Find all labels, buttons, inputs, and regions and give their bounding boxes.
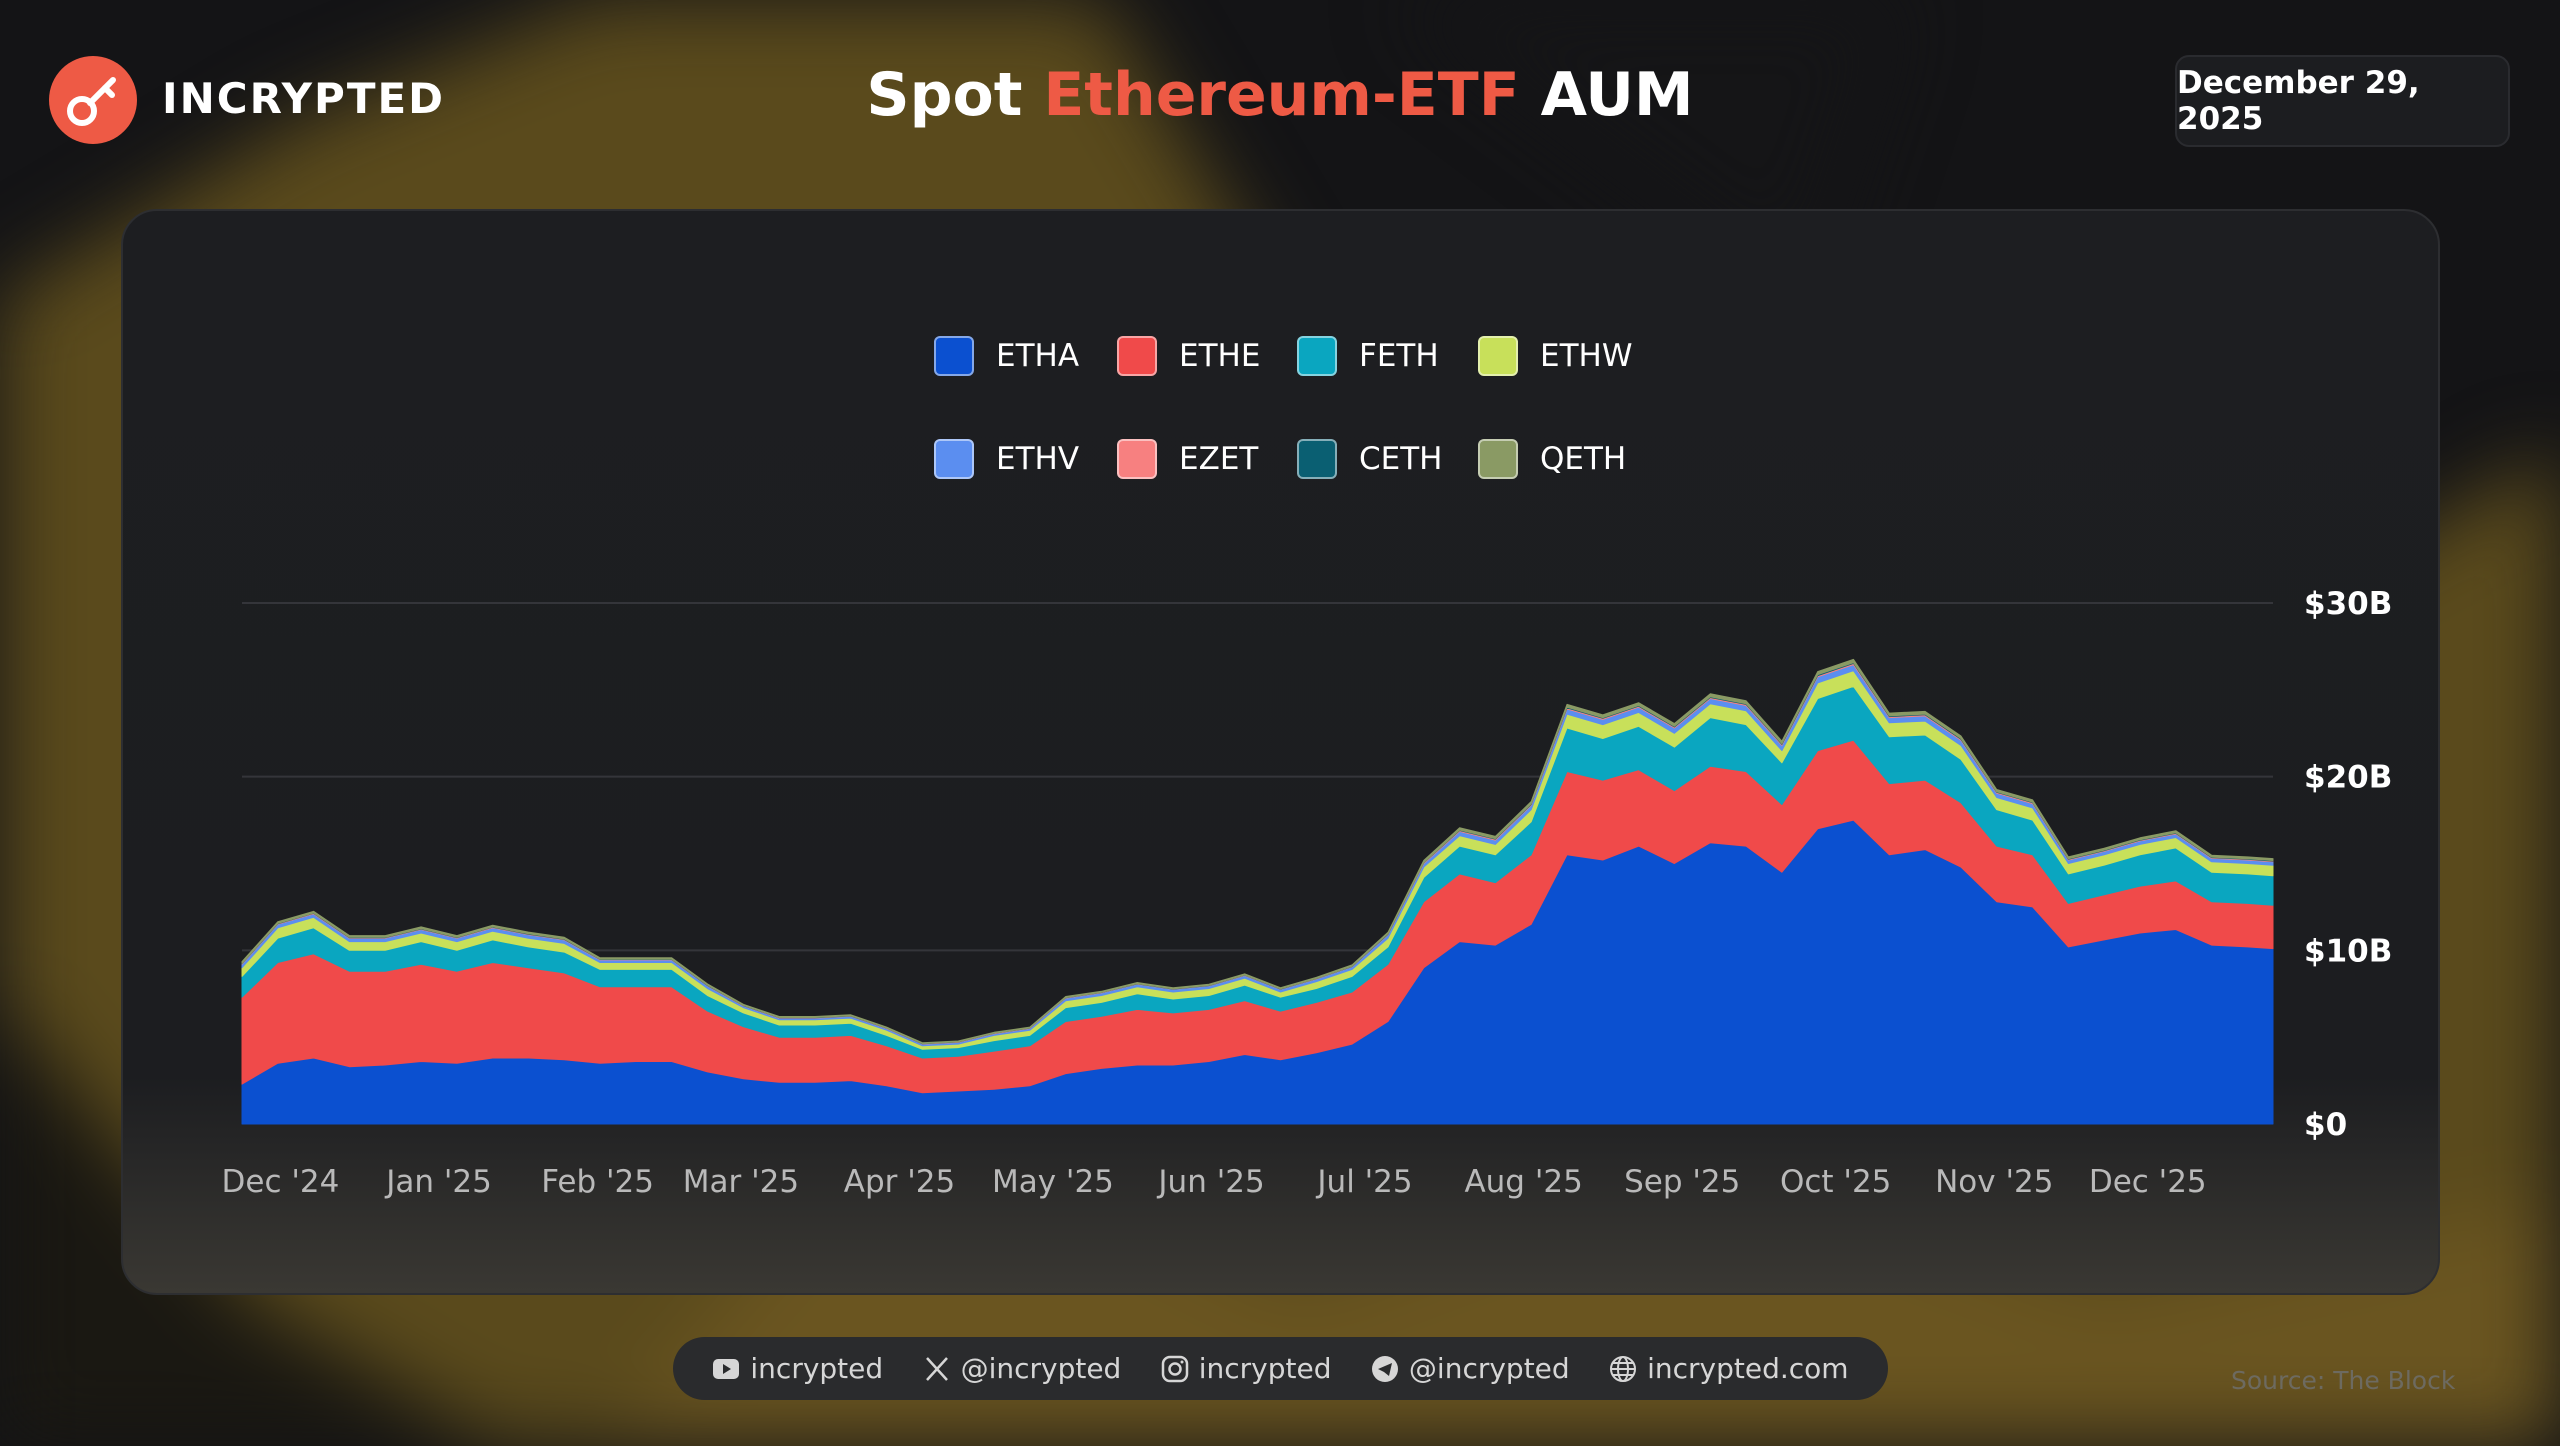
legend-item-ezet[interactable]: EZET	[1117, 439, 1258, 479]
legend-label: ETHE	[1179, 338, 1261, 374]
title-accent: Ethereum-ETF	[1043, 60, 1520, 130]
x-tick-label: May '25	[992, 1164, 1114, 1200]
legend-swatch	[1297, 439, 1337, 479]
x-tick-label: Jul '25	[1315, 1164, 1412, 1200]
brand-name: INCRYPTED	[162, 74, 446, 123]
telegram-icon	[1371, 1355, 1399, 1383]
youtube-link[interactable]: incrypted	[712, 1352, 883, 1385]
legend-label: ETHV	[996, 441, 1080, 477]
x-icon	[923, 1355, 951, 1383]
legend-item-ethv[interactable]: ETHV	[934, 439, 1079, 479]
link-label: @incrypted	[1408, 1352, 1570, 1385]
legend-swatch	[934, 336, 974, 376]
legend-label: CETH	[1359, 441, 1443, 477]
x-tick-label: Aug '25	[1464, 1164, 1582, 1200]
legend-swatch	[934, 439, 974, 479]
x-tick-label: Apr '25	[844, 1164, 955, 1200]
x-tick-label: Dec '25	[2089, 1164, 2207, 1200]
x-tick-label: Feb '25	[541, 1164, 654, 1200]
legend-item-ceth[interactable]: CETH	[1297, 439, 1442, 479]
incrypted-logo	[49, 56, 137, 144]
legend-label: ETHA	[996, 338, 1080, 374]
legend-item-feth[interactable]: FETH	[1297, 336, 1439, 376]
telegram-link[interactable]: @incrypted	[1371, 1352, 1570, 1385]
legend-item-etha[interactable]: ETHA	[934, 336, 1079, 376]
instagram-link[interactable]: incrypted	[1161, 1352, 1332, 1385]
x-tick-label: Sep '25	[1624, 1164, 1740, 1200]
link-label: @incrypted	[960, 1352, 1122, 1385]
legend-swatch	[1117, 439, 1157, 479]
youtube-icon	[712, 1355, 740, 1383]
title-suffix: AUM	[1519, 60, 1694, 130]
instagram-icon	[1161, 1355, 1189, 1383]
x-tick-label: Jan '25	[384, 1164, 492, 1200]
area-qeth	[241, 658, 2274, 1045]
x-tick-label: Nov '25	[1935, 1164, 2053, 1200]
y-tick-label: $30B	[2304, 586, 2392, 622]
x-tick-label: Dec '24	[222, 1164, 340, 1200]
legend-swatch	[1297, 336, 1337, 376]
legend-label: QETH	[1540, 441, 1627, 477]
link-label: incrypted	[750, 1352, 884, 1385]
legend-item-ethe[interactable]: ETHE	[1117, 336, 1260, 376]
x-link[interactable]: @incrypted	[923, 1352, 1122, 1385]
link-label: incrypted	[1198, 1352, 1332, 1385]
link-label: incrypted.com	[1647, 1352, 1849, 1385]
title-prefix: Spot	[866, 60, 1044, 130]
legend-swatch	[1117, 336, 1157, 376]
x-tick-label: Oct '25	[1780, 1164, 1891, 1200]
y-tick-label: $10B	[2304, 933, 2392, 969]
page-title: Spot Ethereum-ETF AUM	[0, 60, 2560, 130]
x-tick-label: Jun '25	[1156, 1164, 1264, 1200]
date-badge: December 29, 2025	[2175, 55, 2510, 147]
legend-item-qeth[interactable]: QETH	[1478, 439, 1626, 479]
legend-swatch	[1478, 336, 1518, 376]
x-tick-label: Mar '25	[683, 1164, 799, 1200]
legend-label: FETH	[1359, 338, 1439, 374]
y-tick-label: $20B	[2304, 760, 2392, 796]
globe-icon	[1609, 1355, 1637, 1383]
source-note: Source: The Block	[2231, 1366, 2456, 1395]
legend-item-ethw[interactable]: ETHW	[1478, 336, 1633, 376]
legend-swatch	[1478, 439, 1518, 479]
legend-label: ETHW	[1540, 338, 1633, 374]
key-icon	[67, 77, 116, 126]
y-tick-label: $0	[2304, 1107, 2347, 1143]
website-link[interactable]: incrypted.com	[1609, 1352, 1849, 1385]
social-links-bar: incrypted @incrypted incrypted @incrypte…	[673, 1337, 1888, 1400]
legend-label: EZET	[1179, 441, 1259, 477]
